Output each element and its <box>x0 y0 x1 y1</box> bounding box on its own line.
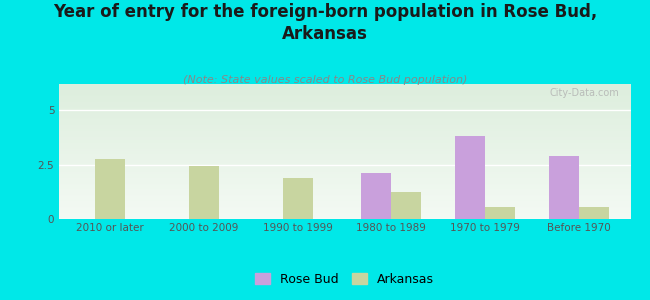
Bar <box>485 207 515 219</box>
Bar <box>579 207 609 219</box>
Text: (Note: State values scaled to Rose Bud population): (Note: State values scaled to Rose Bud p… <box>183 75 467 85</box>
Bar <box>283 178 313 219</box>
Text: Year of entry for the foreign-born population in Rose Bud,
Arkansas: Year of entry for the foreign-born popul… <box>53 3 597 43</box>
Bar <box>455 136 485 219</box>
Bar <box>189 166 219 219</box>
Bar <box>361 173 391 219</box>
Legend: Rose Bud, Arkansas: Rose Bud, Arkansas <box>250 268 439 291</box>
Bar <box>391 192 421 219</box>
Bar <box>95 159 125 219</box>
Bar <box>549 156 579 219</box>
Text: City-Data.com: City-Data.com <box>549 88 619 98</box>
